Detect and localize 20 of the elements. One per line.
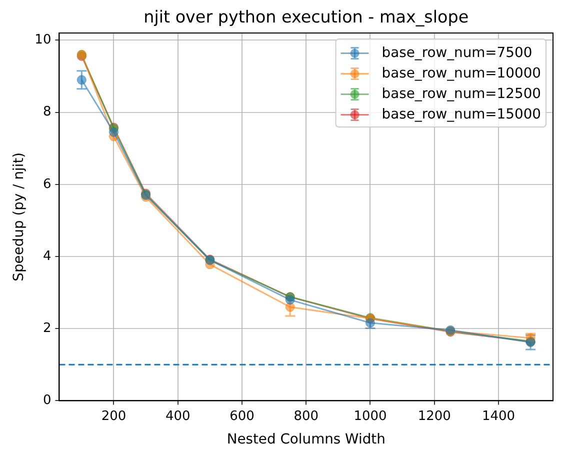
legend-label: base_row_num=15000 [382,106,541,122]
x-tick-label: 400 [165,408,190,424]
legend-label: base_row_num=7500 [382,44,532,61]
x-tick-label: 1000 [354,408,387,424]
y-tick-label: 2 [42,321,52,336]
x-tick-label: 1400 [482,408,516,424]
legend-label: base_row_num=10000 [382,65,541,82]
x-axis-title: Nested Columns Width [226,431,386,448]
x-tick-label: 800 [294,408,319,424]
y-tick-label: 0 [42,393,52,408]
x-tick-label: 1200 [418,408,451,424]
y-tick-label: 8 [42,104,52,120]
y-tick-label: 10 [34,32,52,48]
y-axis-title: Speedup (py / njit) [10,152,27,282]
y-tick-label: 4 [42,248,52,264]
y-tick-label: 6 [42,176,52,192]
x-tick-label: 200 [101,408,126,424]
legend-label: base_row_num=12500 [382,86,541,102]
chart-title: njit over python execution - max_slope [144,6,469,26]
x-tick-label: 600 [230,408,254,424]
